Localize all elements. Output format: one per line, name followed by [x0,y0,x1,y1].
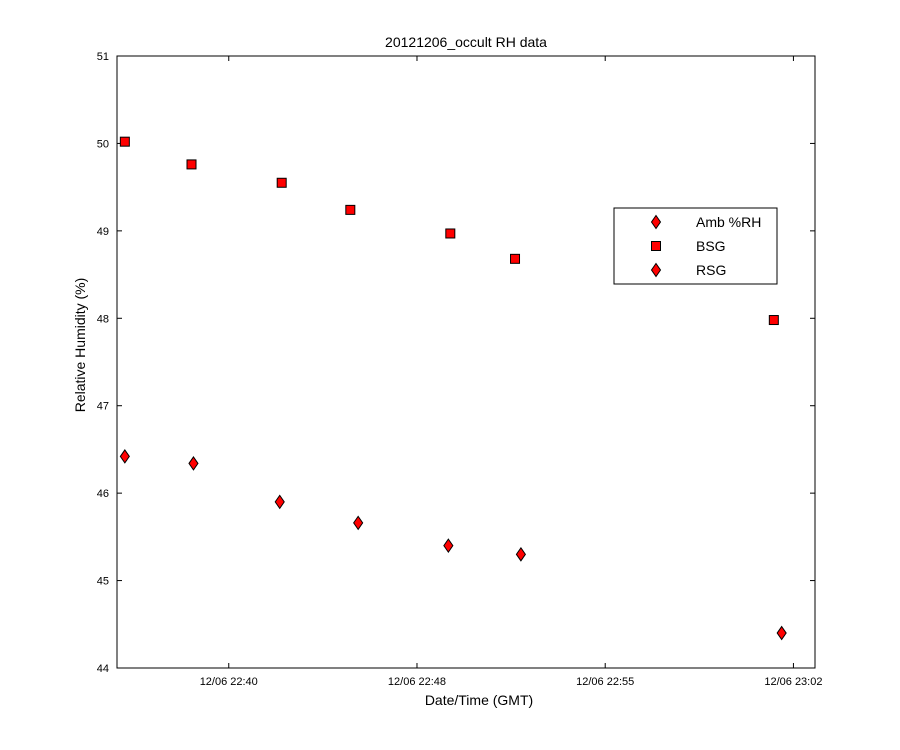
rsg-data-point [274,494,285,510]
legend-label-rsg: RSG [696,262,726,278]
x-tick-label: 12/06 22:48 [388,676,446,688]
plot-area [116,55,816,669]
y-tick-label: 49 [97,226,109,238]
y-axis-label: Relative Humidity (%) [72,278,88,413]
bsg-data-point [186,159,197,170]
bsg-data-point [445,228,456,239]
bsg-data-point [345,204,356,215]
x-tick-label: 12/06 23:02 [764,676,822,688]
bsg-data-point [119,136,130,147]
y-tick-label: 50 [97,138,109,150]
legend-marker-bsg [651,241,661,251]
bsg-data-point [768,315,779,326]
legend-marker-amb-rh [650,214,662,230]
x-axis-label: Date/Time (GMT) [425,692,533,708]
rsg-data-point [776,625,787,641]
legend-label-amb-rh: Amb %RH [696,214,761,230]
bsg-data-point [510,253,521,264]
rsg-data-point [443,538,454,553]
rsg-data-point [119,449,130,464]
x-tick-label: 12/06 22:55 [576,676,634,688]
y-tick-label: 44 [97,663,109,675]
legend-marker-rsg [650,262,662,278]
y-tick-label: 45 [97,576,109,588]
x-tick-label: 12/06 22:40 [200,676,258,688]
y-tick-label: 51 [97,51,109,63]
rsg-data-point [353,515,364,531]
legend-box [613,207,778,285]
bsg-data-point [276,177,287,188]
y-tick-label: 46 [97,488,109,500]
chart-title: 20121206_occult RH data [385,34,547,50]
y-axis-ticks: 44 45 46 47 48 49 50 51 [97,51,815,675]
y-tick-label: 47 [97,401,109,413]
y-tick-label: 48 [97,313,109,325]
data-markers [119,136,787,641]
rsg-data-point [188,456,199,471]
legend: Amb %RH BSG RSG [613,207,778,285]
x-axis-ticks: 12/06 22:40 12/06 22:48 12/06 22:55 12/06 2… [200,56,822,688]
legend-label-bsg: BSG [696,238,726,254]
rsg-data-point [515,546,527,562]
